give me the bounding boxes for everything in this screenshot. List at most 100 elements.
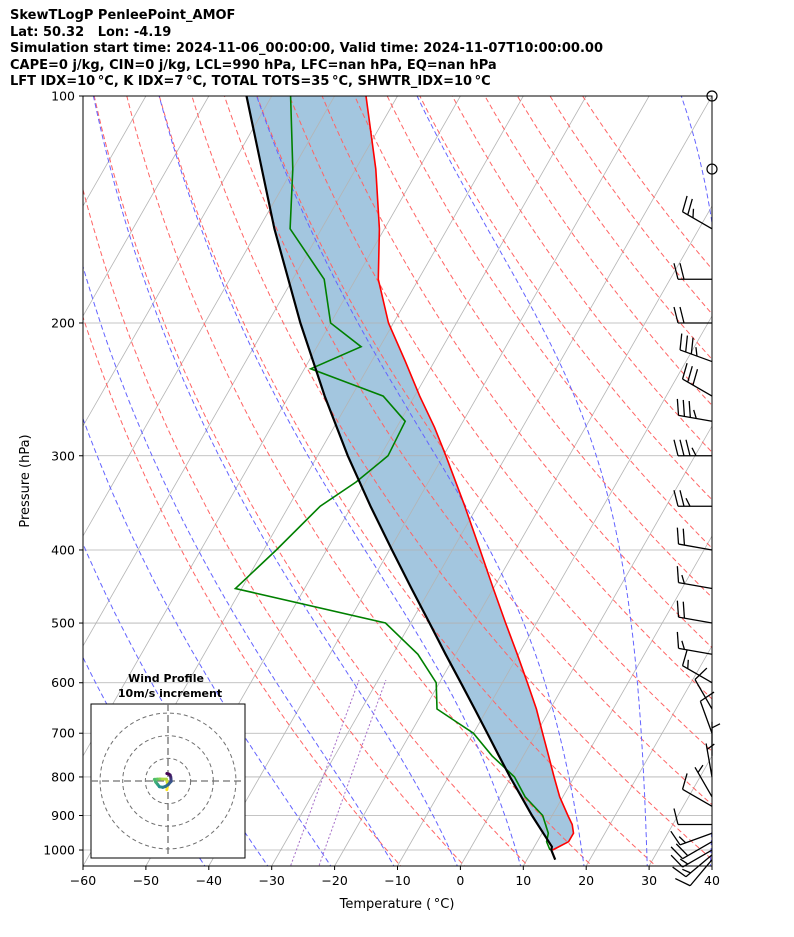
isotherm-30	[648, 755, 712, 866]
wind-barb-feather	[679, 263, 685, 280]
wind-barb-300	[673, 439, 712, 457]
wind-barb-feather	[679, 306, 685, 324]
title-stability-indices: LFT IDX=10 °C, K IDX=7 °C, TOTAL TOTS=35…	[10, 74, 491, 90]
wind-barb-feather	[691, 447, 697, 457]
wind-barb-950	[670, 830, 713, 846]
isotherm-0	[460, 425, 712, 866]
wind-barb-1000	[670, 849, 713, 868]
wind-barb-staff	[694, 767, 713, 798]
dry-adiabat-430	[582, 96, 712, 270]
cape-cin-shading	[246, 96, 574, 860]
wind-barb-feather	[678, 836, 687, 844]
plot-area	[83, 96, 712, 866]
dry-adiabat-280	[93, 96, 529, 866]
wind-barb-150	[681, 195, 713, 230]
wind-barb-feather	[687, 198, 693, 215]
wind-barb-feather	[676, 398, 680, 416]
moist-adiabat-0	[92, 96, 458, 866]
wind-barb-feather	[693, 409, 697, 419]
wind-barb-feather	[670, 854, 684, 868]
wind-barb-975	[670, 841, 713, 860]
x-tick-label-40: 40	[704, 873, 720, 888]
dry-adiabat-380	[419, 96, 712, 501]
wind-barb-feather	[679, 490, 685, 507]
x-tick-label--20: −20	[321, 873, 347, 888]
wind-barb-staff	[682, 665, 713, 684]
wind-barb-feather	[682, 399, 686, 417]
isotherm-10	[522, 535, 712, 866]
wind-barb-feather	[692, 208, 695, 218]
wind-barb-400	[676, 527, 713, 551]
wind-barb-feather	[685, 497, 691, 507]
dry-adiabat-310	[191, 96, 712, 861]
wind-barb-feather	[676, 631, 680, 649]
wind-barb-450	[676, 566, 713, 590]
title-cape-indices: CAPE=0 j/kg, CIN=0 j/kg, LCL=990 hPa, LF…	[10, 57, 497, 73]
wind-barb-feather	[694, 667, 708, 680]
wind-barb-staff	[678, 647, 713, 655]
wind-barb-feather	[676, 527, 680, 545]
hodograph-plot	[91, 704, 245, 858]
wind-barb-200	[673, 306, 712, 324]
wind-barb-feather	[681, 649, 688, 666]
wind-barb-calm-125	[706, 163, 718, 175]
wind-barb-feather	[687, 366, 693, 383]
y-tick-label-900: 900	[51, 808, 75, 823]
title-times: Simulation start time: 2024-11-06_00:00:…	[10, 41, 603, 57]
x-tick-label--10: −10	[384, 873, 410, 888]
title-station: SkewTLogP PenleePoint_AMOF	[10, 8, 236, 23]
moist-adiabat-10	[158, 96, 522, 866]
y-axis-ticks: 1000 900 800 700 600 500 400 300 200 100	[43, 89, 83, 858]
wind-barb-175	[673, 263, 712, 280]
wind-barb-650	[694, 667, 713, 710]
series-dewpoint	[233, 96, 551, 851]
y-tick-label-400: 400	[51, 542, 75, 557]
wind-barb-feather	[685, 335, 689, 353]
dry-adiabat-330	[256, 96, 712, 752]
wind-barb-225	[679, 333, 713, 363]
wind-barb-feather	[682, 601, 686, 619]
x-tick-label-20: 20	[578, 873, 594, 888]
wind-barb-feather	[685, 439, 691, 456]
isotherm--90	[83, 96, 335, 537]
wind-barb-feather	[682, 868, 691, 874]
hodograph: Wind Profile 10m/s increment	[90, 672, 246, 859]
dry-adiabat-350	[321, 96, 712, 649]
wind-barb-feather	[676, 566, 680, 583]
wind-barb-feather	[690, 337, 694, 355]
wind-barb-feather	[670, 830, 681, 846]
y-tick-label-200: 200	[51, 315, 75, 330]
wind-barb-700	[699, 691, 715, 734]
wind-barb-feather	[681, 773, 688, 790]
moist-adiabat--20	[83, 417, 332, 866]
wind-barb-staff	[694, 679, 713, 710]
wind-barb-750	[711, 721, 721, 756]
wind-barb-250	[681, 363, 713, 397]
wind-barb-feather	[676, 600, 680, 618]
wind-barb-270	[676, 398, 713, 422]
x-tick-label--60: −60	[70, 873, 96, 888]
dry-adiabat-410	[516, 96, 712, 361]
wind-barb-feather	[681, 363, 688, 380]
x-tick-label--40: −40	[196, 873, 222, 888]
isotherm-20	[585, 645, 712, 866]
wind-barb-feather	[679, 439, 685, 456]
wind-barb-feather	[688, 400, 691, 418]
wind-barb-feather	[673, 263, 679, 280]
mixing-ratio-lines	[290, 679, 387, 866]
wind-barb-550	[676, 631, 713, 655]
y-tick-label-700: 700	[51, 726, 75, 741]
x-tick-label--30: −30	[259, 873, 285, 888]
wind-barb-800	[705, 743, 715, 778]
y-tick-label-500: 500	[51, 616, 75, 631]
dry-adiabat-270	[83, 187, 466, 866]
series-temperature	[365, 96, 575, 851]
y-tick-label-300: 300	[51, 448, 75, 463]
dry-adiabat-260	[83, 315, 402, 866]
wind-barb-staff	[682, 378, 713, 397]
x-tick-label-30: 30	[641, 873, 657, 888]
wind-barbs	[670, 90, 721, 887]
wind-barb-feather	[673, 808, 679, 825]
wind-barb-feather	[679, 333, 683, 350]
